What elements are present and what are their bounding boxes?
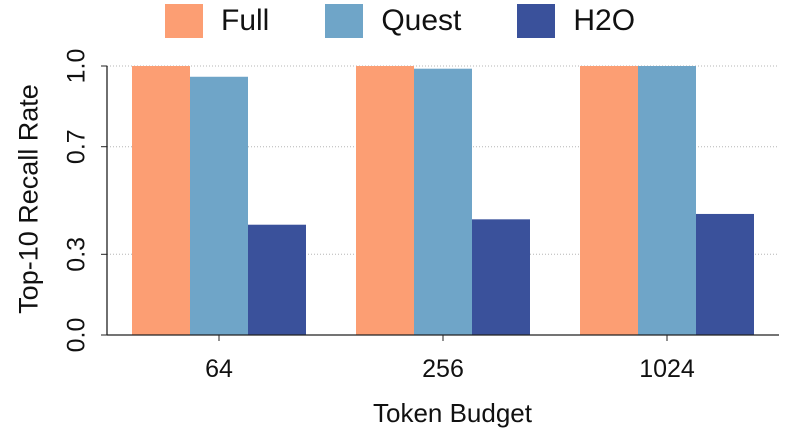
bar-quest-64: [190, 76, 248, 335]
y-tick-label: 0.7: [63, 129, 91, 164]
bar-h2o-64: [248, 224, 306, 335]
x-tick-label: 1024: [639, 355, 695, 383]
legend-swatch-quest: [325, 4, 364, 38]
x-tick-label: 256: [422, 355, 464, 383]
legend-swatch-h2o: [517, 4, 556, 38]
legend-label-quest: Quest: [381, 4, 462, 37]
bar-full-64: [132, 66, 190, 335]
legend: Full Quest H2O: [165, 4, 691, 38]
y-axis-title: Top-10 Recall Rate: [13, 84, 44, 314]
legend-label-full: Full: [221, 4, 270, 37]
x-axis-title: Token Budget: [372, 398, 532, 428]
legend-swatch-full: [165, 4, 203, 38]
bar-h2o-256: [472, 219, 530, 335]
bar-h2o-1024: [696, 213, 754, 335]
bar-quest-256: [414, 68, 472, 335]
legend-item-full: Full: [165, 4, 269, 38]
x-axis-title-wrap: Token Budget: [0, 398, 793, 429]
legend-item-h2o: H2O: [517, 4, 635, 38]
y-tick-label: 0.0: [63, 318, 91, 353]
bar-quest-1024: [638, 66, 696, 335]
y-tick-label: 1.0: [63, 49, 91, 84]
bar-full-256: [356, 66, 414, 335]
bar-full-1024: [580, 66, 638, 335]
legend-label-h2o: H2O: [573, 4, 636, 37]
legend-item-quest: Quest: [325, 4, 461, 38]
x-tick-label: 64: [205, 355, 233, 383]
y-tick-label: 0.3: [63, 237, 91, 272]
